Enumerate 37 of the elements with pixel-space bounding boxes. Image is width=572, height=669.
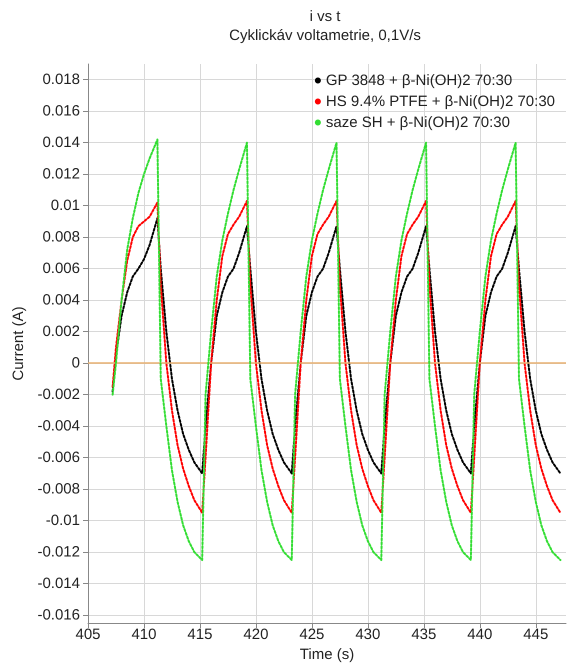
y-tick-label: -0.006 bbox=[37, 449, 80, 466]
x-tick-label: 420 bbox=[243, 626, 268, 643]
y-tick-label: -0.014 bbox=[37, 575, 80, 592]
y-tick-label: -0.012 bbox=[37, 544, 80, 561]
x-tick-label: 415 bbox=[187, 626, 212, 643]
line-series bbox=[112, 138, 562, 562]
y-tick-label: -0.002 bbox=[37, 386, 80, 404]
y-tick-label: 0.016 bbox=[42, 102, 80, 120]
y-tick-label: 0.006 bbox=[42, 260, 80, 278]
chart-subtitle: Cyklickáv voltametrie, 0,1V/s bbox=[229, 27, 421, 44]
y-tick-label: 0 bbox=[72, 354, 80, 372]
y-tick-label: -0.01 bbox=[46, 512, 80, 530]
y-tick-label: 0.004 bbox=[42, 292, 80, 309]
y-tick-label: -0.016 bbox=[37, 606, 80, 624]
x-tick-label: 440 bbox=[467, 626, 492, 643]
x-axis-title: Time (s) bbox=[300, 646, 354, 663]
y-tick-label: 0.01 bbox=[50, 197, 80, 214]
y-tick-label: 0.008 bbox=[42, 228, 80, 246]
y-axis-title: Current (A) bbox=[10, 306, 27, 381]
x-tick-label: 430 bbox=[355, 626, 380, 643]
line-series bbox=[112, 217, 562, 474]
legend-label: saze SH + β-Ni(OH)2 70:30 bbox=[326, 114, 510, 131]
x-tick-label: 410 bbox=[131, 626, 156, 643]
x-tick-label: 435 bbox=[411, 626, 436, 643]
y-tick-label: 0.014 bbox=[42, 134, 80, 152]
y-tick-label: -0.008 bbox=[37, 480, 80, 498]
legend-label: GP 3848 + β-Ni(OH)2 70:30 bbox=[326, 72, 512, 89]
chart-title: i vs t bbox=[310, 8, 342, 25]
y-tick-label: 0.012 bbox=[42, 166, 80, 183]
x-tick-label: 425 bbox=[299, 626, 324, 643]
y-tick-label: 0.002 bbox=[42, 323, 80, 340]
line-series bbox=[112, 200, 562, 514]
y-tick-label: 0.018 bbox=[42, 71, 80, 88]
x-tick-label: 405 bbox=[75, 626, 101, 643]
x-tick-label: 445 bbox=[523, 626, 548, 643]
legend-label: HS 9.4% PTFE + β-Ni(OH)2 70:30 bbox=[326, 93, 556, 110]
y-tick-label: -0.004 bbox=[37, 418, 80, 435]
